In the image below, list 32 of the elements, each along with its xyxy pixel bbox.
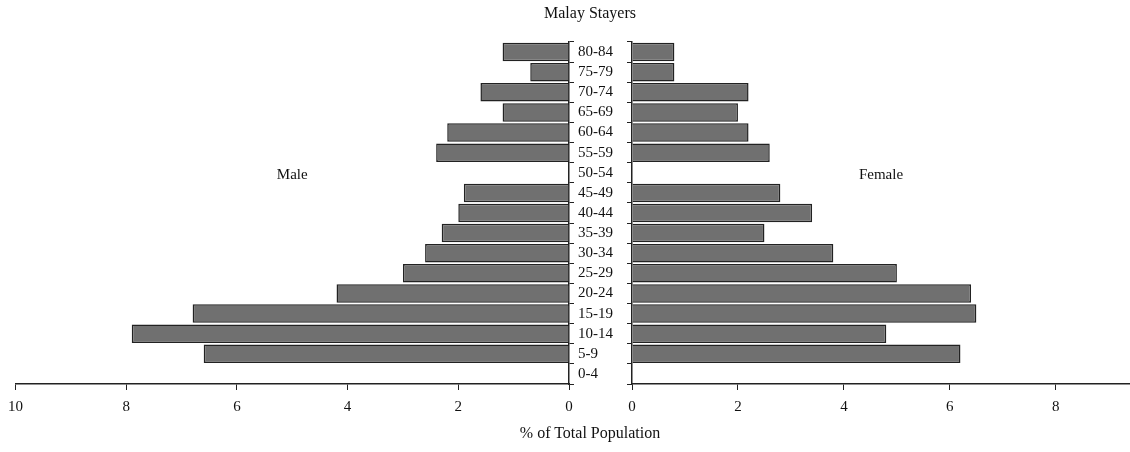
y-tick-label: 45-49	[578, 183, 613, 200]
y-tick-label: 80-84	[578, 43, 614, 59]
y-tick-label: 15-19	[578, 304, 613, 321]
y-tick-label: 65-69	[578, 103, 613, 120]
chart-title: Malay Stayers	[543, 4, 637, 22]
y-tick-label: 40-44	[578, 203, 614, 220]
y-tick-label: 55-59	[578, 143, 613, 160]
x-tick-label: 2	[454, 397, 463, 414]
x-tick-label: 8	[1052, 397, 1060, 414]
y-tick-label: 5-9	[578, 344, 598, 361]
x-tick-label: 2	[734, 397, 742, 414]
y-tick-label: 10-14	[578, 324, 614, 341]
y-tick-label: 30-34	[578, 244, 614, 261]
x-axis-title: % of Total Population	[518, 424, 662, 442]
y-tick-label: 70-74	[578, 83, 614, 100]
annotation: Female	[858, 166, 904, 183]
x-tick-label: 4	[343, 397, 352, 414]
x-tick-label: 4	[840, 397, 849, 414]
y-tick-label: 20-24	[578, 284, 614, 301]
y-tick-label: 75-79	[578, 63, 613, 80]
x-tick-label: 6	[233, 397, 242, 414]
y-tick-label: 0-4	[578, 364, 599, 381]
x-tick-label: 0	[565, 397, 573, 414]
x-tick-label: 10	[8, 397, 23, 414]
x-tick-label: 6	[946, 397, 955, 414]
annotation: Male	[276, 166, 308, 183]
y-tick-label: 25-29	[578, 264, 613, 281]
y-tick-label: 60-64	[578, 123, 614, 140]
y-tick-label: 35-39	[578, 224, 613, 241]
y-tick-label: 50-54	[578, 163, 614, 180]
x-tick-label: 0	[628, 397, 636, 414]
x-tick-label: 8	[122, 397, 130, 414]
